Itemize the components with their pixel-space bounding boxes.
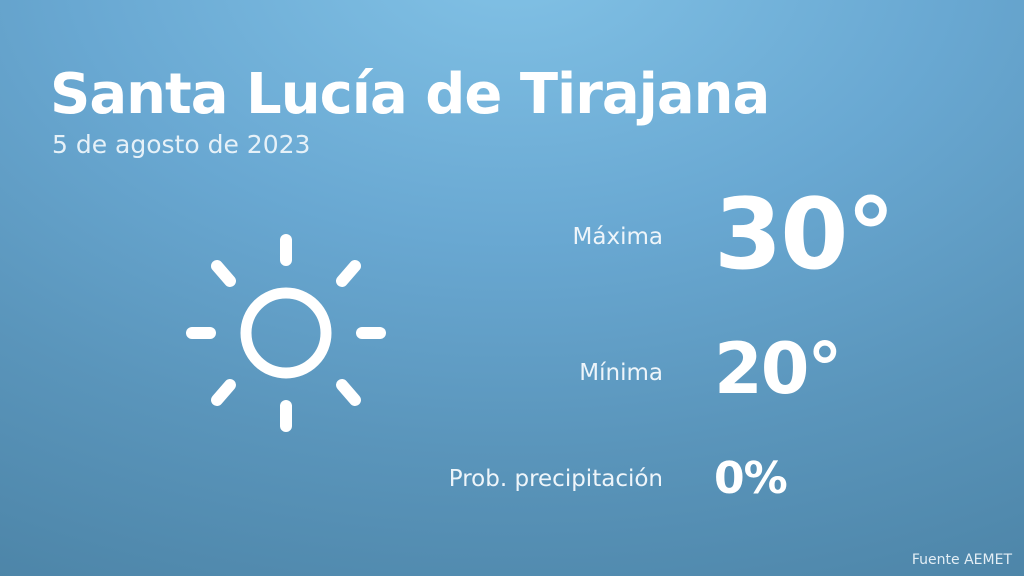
max-label: Máxima [572, 224, 663, 250]
source-credit: Fuente AEMET [911, 552, 1012, 568]
sun-icon [186, 234, 386, 432]
min-label: Mínima [579, 360, 663, 386]
forecast-date: 5 de agosto de 2023 [52, 130, 311, 159]
max-temperature: 30° [714, 178, 895, 292]
min-temperature: 20° [714, 328, 842, 410]
precip-label: Prob. precipitación [448, 466, 663, 492]
precip-value: 0% [714, 453, 788, 504]
location-title: Santa Lucía de Tirajana [50, 62, 770, 127]
